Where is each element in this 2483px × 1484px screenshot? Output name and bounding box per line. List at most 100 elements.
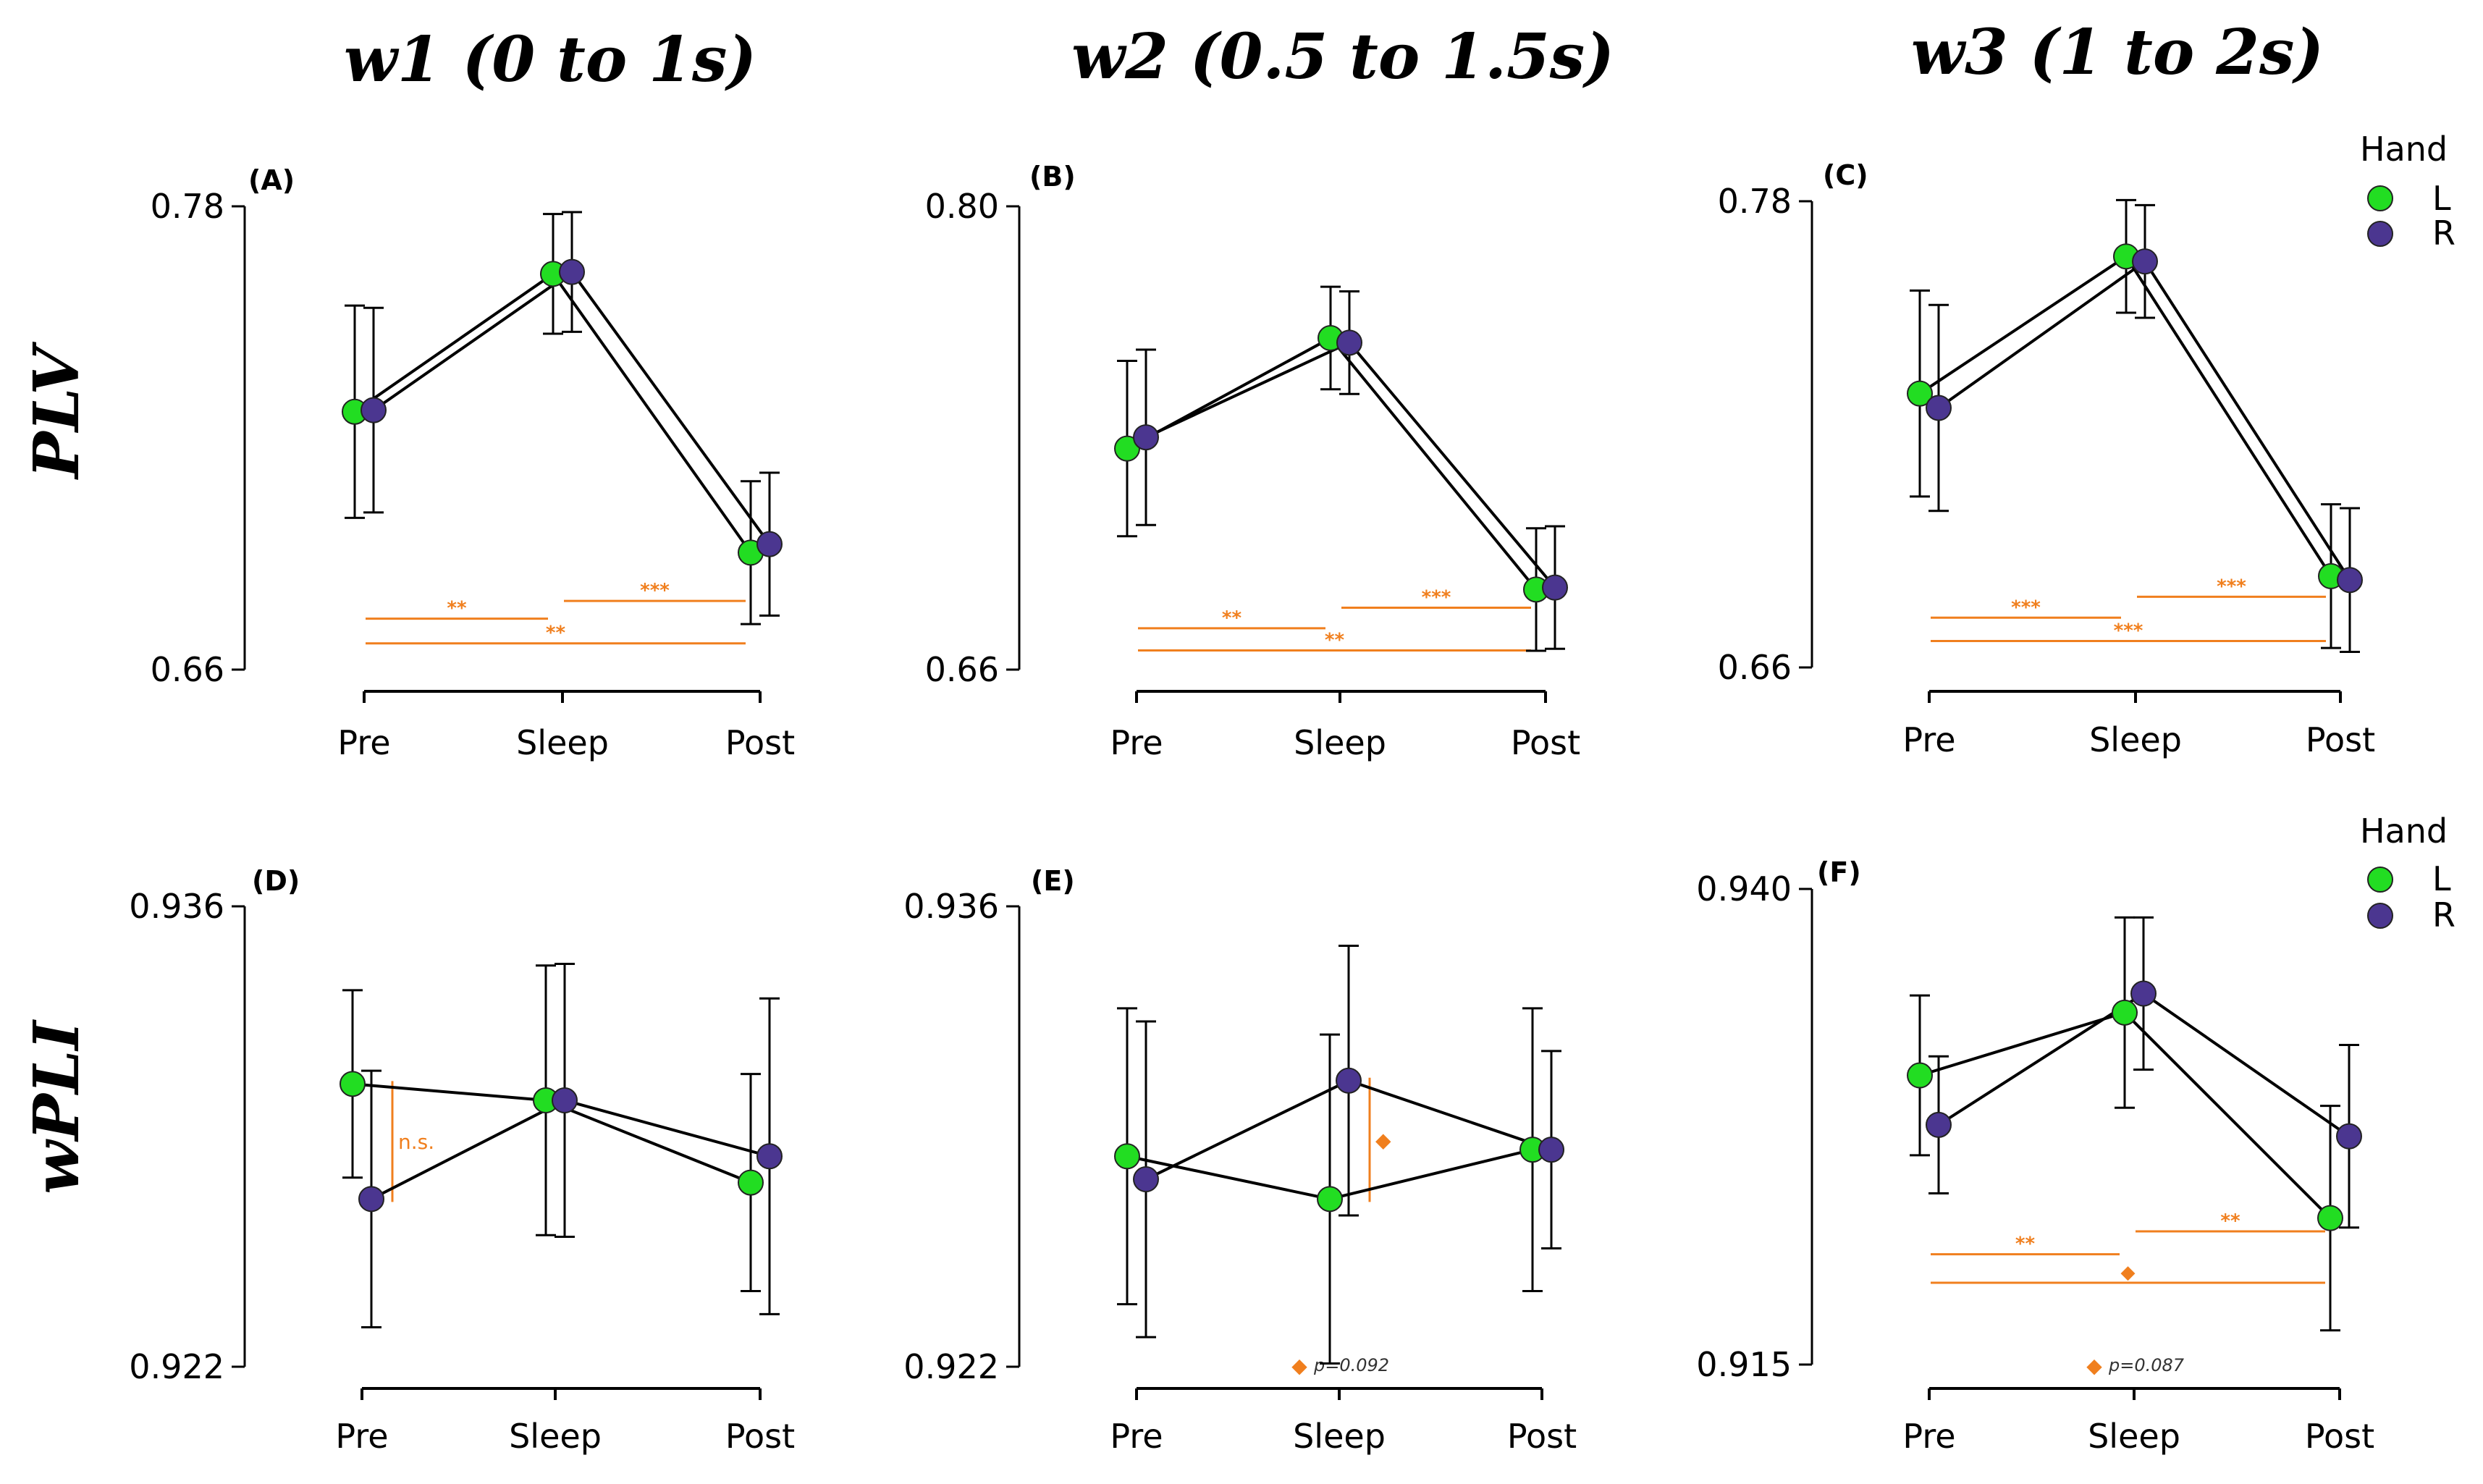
data-point-r <box>756 531 783 557</box>
x-tick-label: Pre <box>1902 1417 1955 1456</box>
y-tick-label: 0.915 <box>1696 1345 1792 1384</box>
significance-label: ** <box>2220 1210 2240 1232</box>
legend-marker-r <box>2367 903 2393 929</box>
data-point-l <box>1114 1143 1140 1170</box>
data-point-r <box>1336 1067 1362 1094</box>
x-tick-label: Post <box>725 1417 795 1456</box>
legend-marker-l <box>2367 867 2393 893</box>
data-point-r <box>2337 567 2363 594</box>
panel-label: (A) <box>248 164 295 196</box>
data-point-r <box>358 1186 384 1213</box>
legend-top: Hand L R <box>2360 130 2455 253</box>
y-tick-label: 0.80 <box>925 187 999 226</box>
panel-label: (E) <box>1031 865 1075 897</box>
data-point-r <box>756 1143 783 1170</box>
x-tick-label: Sleep <box>509 1417 602 1456</box>
x-tick-label: Post <box>2306 720 2375 759</box>
x-tick-label: Sleep <box>2089 720 2182 759</box>
significance-label: *** <box>2114 620 2143 642</box>
significance-label: *** <box>2011 596 2041 618</box>
y-tick-label: 0.936 <box>903 887 999 926</box>
x-tick-label: Post <box>2305 1417 2374 1456</box>
x-tick-label: Sleep <box>1294 723 1386 762</box>
legend-label-l: L <box>2432 179 2451 218</box>
row-title-wpli: wPLI <box>20 1019 93 1194</box>
significance-label: ** <box>2015 1234 2036 1255</box>
data-point-r <box>2132 248 2158 275</box>
significance-label: ** <box>1325 629 1345 651</box>
significance-label: ** <box>447 598 467 620</box>
data-point-r <box>2130 980 2157 1007</box>
legend-label-r: R <box>2432 214 2455 253</box>
y-tick-label: 0.922 <box>129 1347 224 1386</box>
significance-label: *** <box>2217 576 2246 597</box>
legend-title: Hand <box>2360 811 2448 851</box>
panel-label: (C) <box>1823 159 1868 191</box>
significance-label: *** <box>1422 587 1451 609</box>
data-point-l <box>1317 1186 1343 1213</box>
significance-label: ** <box>1222 607 1242 629</box>
data-point-r <box>1538 1137 1564 1163</box>
footnote-marker: ◆ <box>2086 1354 2102 1378</box>
footnote-p-value: p=0.092 <box>1313 1355 1389 1375</box>
y-tick-label: 0.66 <box>1718 648 1792 687</box>
data-point-r <box>1926 1111 1952 1138</box>
data-point-r <box>552 1087 578 1114</box>
data-point-r <box>361 397 387 423</box>
legend-marker-l <box>2367 185 2393 211</box>
column-title-w2: w2 (0.5 to 1.5s) <box>1071 20 1614 93</box>
significance-note: ◆ <box>1375 1129 1391 1152</box>
data-point-r <box>1336 329 1362 356</box>
data-point-l <box>1907 1062 1933 1089</box>
panel-d: (D) 0.922 0.936 Pre Sleep Post n.s. <box>129 865 795 1456</box>
x-tick-label: Sleep <box>1293 1417 1386 1456</box>
data-point-l <box>738 1169 764 1196</box>
panel-label: (B) <box>1029 161 1076 193</box>
x-tick-label: Pre <box>335 1417 388 1456</box>
data-point-r <box>2336 1123 2362 1150</box>
x-tick-label: Post <box>1507 1417 1577 1456</box>
data-point-l <box>340 1071 366 1097</box>
x-tick-label: Post <box>725 723 795 762</box>
significance-label: *** <box>640 580 670 602</box>
data-point-l <box>2112 999 2138 1026</box>
x-tick-label: Pre <box>1110 723 1163 762</box>
column-title-w1: w1 (0 to 1s) <box>344 23 756 96</box>
panel-e: (E) 0.922 0.936 Pre Sleep Post ◆ ◆ p=0.092 <box>903 865 1577 1456</box>
legend-marker-r <box>2367 221 2393 247</box>
y-tick-label: 0.78 <box>1718 182 1792 221</box>
y-tick-label: 0.66 <box>925 650 999 689</box>
y-tick-label: 0.78 <box>151 187 224 226</box>
legend-title: Hand <box>2360 130 2448 169</box>
y-tick-label: 0.922 <box>903 1347 999 1386</box>
significance-note: n.s. <box>398 1130 434 1154</box>
legend-bottom: Hand L R <box>2360 811 2455 935</box>
footnote-p-value: p=0.087 <box>2108 1355 2185 1375</box>
data-point-r <box>1133 424 1159 451</box>
x-tick-label: Sleep <box>516 723 609 762</box>
data-point-l <box>1907 380 1933 407</box>
data-point-r <box>1133 1166 1159 1193</box>
data-point-r <box>1926 395 1952 421</box>
x-tick-label: Post <box>1511 723 1580 762</box>
significance-label: ** <box>546 623 566 644</box>
y-tick-label: 0.936 <box>129 887 224 926</box>
x-tick-label: Pre <box>1902 720 1955 759</box>
row-title-plv: PLV <box>20 341 93 481</box>
footnote-marker: ◆ <box>1291 1354 1307 1378</box>
x-tick-label: Sleep <box>2088 1417 2180 1456</box>
significance-label: ◆ <box>2121 1262 2136 1283</box>
data-point-r <box>559 258 585 285</box>
panel-c: (C) 0.66 0.78 Pre Sleep Post *** *** *** <box>1718 159 2376 759</box>
legend-label-r: R <box>2432 895 2455 935</box>
data-point-r <box>1542 574 1568 601</box>
panel-label: (F) <box>1817 856 1861 888</box>
column-title-w3: w3 (1 to 2s) <box>1911 16 2324 89</box>
x-tick-label: Pre <box>1110 1417 1163 1456</box>
y-tick-label: 0.66 <box>151 650 224 689</box>
panel-f: (F) 0.915 0.940 Pre Sleep Post ** ** ◆ ◆ p=0.087 <box>1696 856 2374 1456</box>
